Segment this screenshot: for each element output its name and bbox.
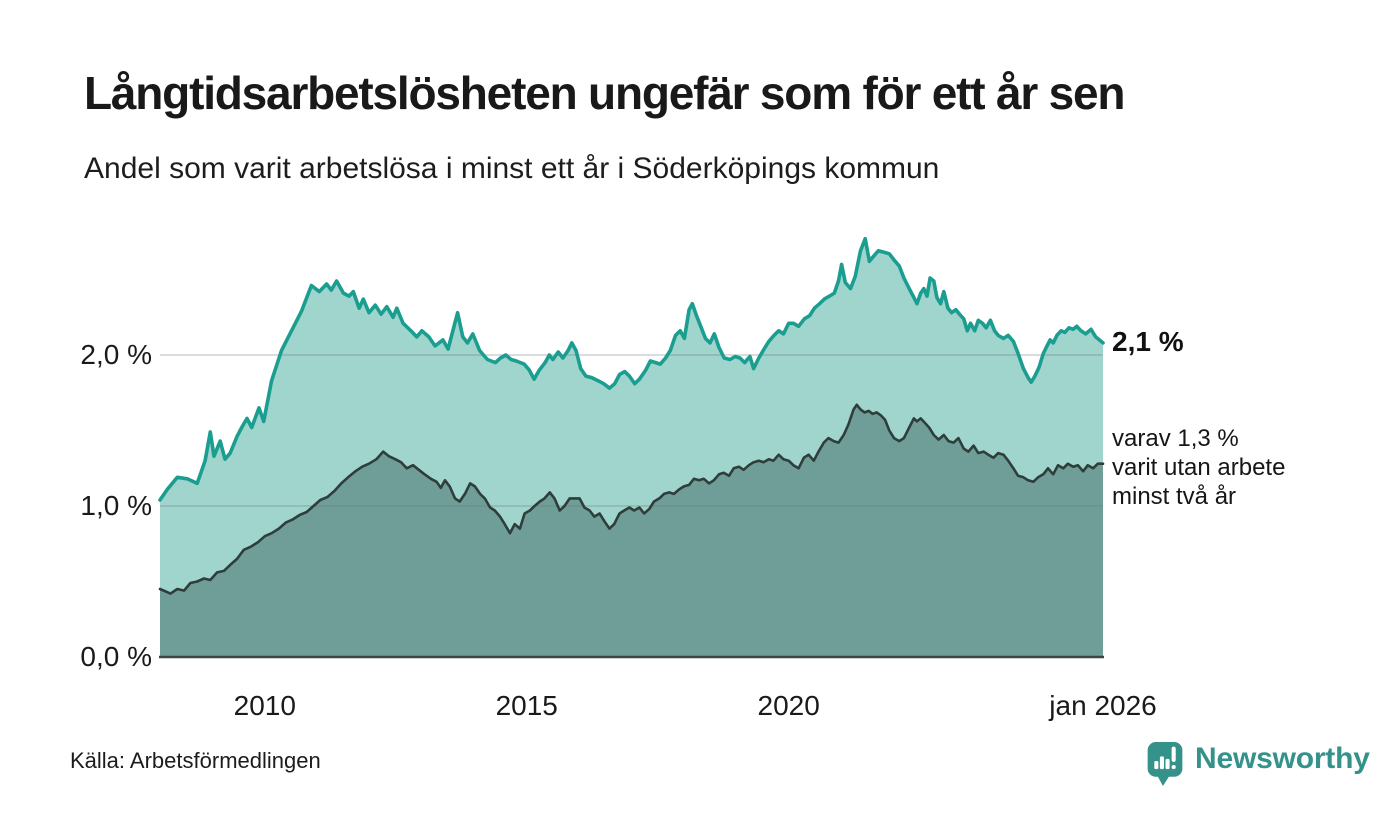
newsworthy-logo: Newsworthy [1146,740,1370,787]
x-tick-label: 2020 [757,690,820,721]
series-line-1 [158,403,1105,595]
y-tick-label: 0,0 % [80,641,152,672]
newsworthy-wordmark: Newsworthy [1195,742,1370,775]
series-area-1 [160,404,1103,657]
x-tick-label: 2015 [495,690,558,721]
series-line-0 [158,236,1105,502]
chart-subtitle: Andel som varit arbetslösa i minst ett å… [84,152,940,185]
source-note: Källa: Arbetsförmedlingen [70,748,321,773]
newsworthy-bubble-chart-icon [1147,742,1183,786]
x-tick-label: jan 2026 [1049,690,1157,721]
subseries-annotation: varav 1,3 % varit utan arbete minst två … [1112,425,1286,510]
y-tick-label: 2,0 % [80,339,152,370]
latest-value-label: 2,1 % [1112,326,1184,357]
y-tick-label: 1,0 % [80,490,152,521]
page-title: Långtidsarbetslösheten ungefär som för e… [84,67,1126,119]
x-tick-label: 2010 [233,690,296,721]
